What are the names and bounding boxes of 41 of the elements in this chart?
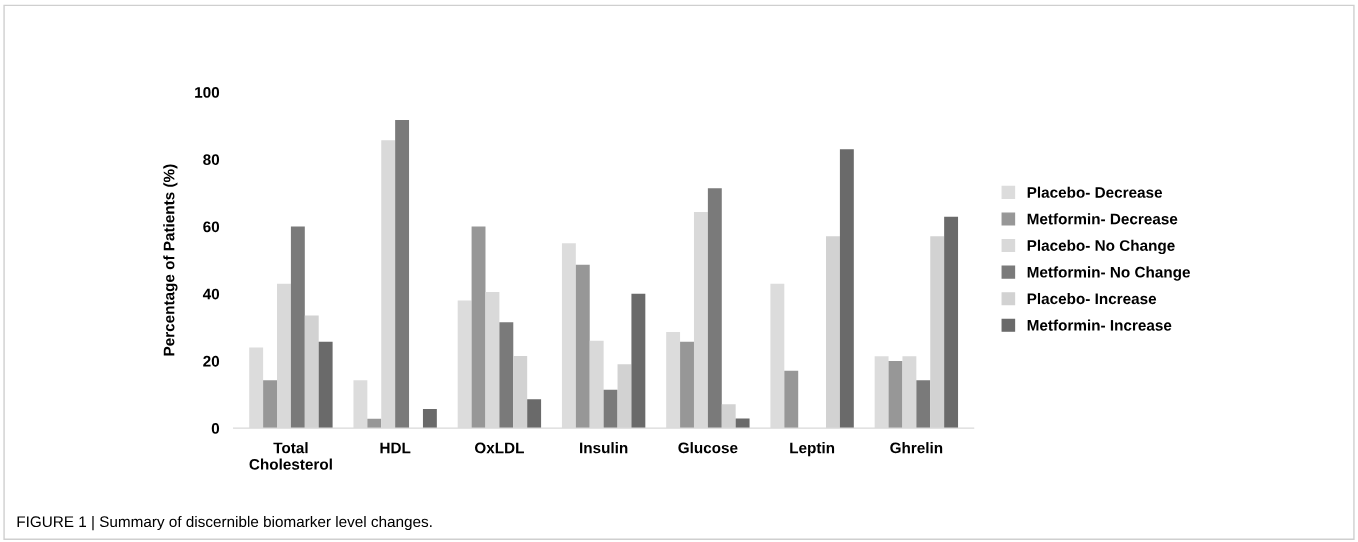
legend-label: Metformin- Decrease [1027, 213, 1178, 225]
x-tick-label: Glucose [678, 442, 738, 454]
bar [888, 360, 903, 429]
bar [422, 409, 437, 429]
legend-label: Placebo- No Change [1027, 239, 1175, 255]
y-tick-label: 40 [202, 288, 220, 300]
legend-label: Metformin- No Change [1027, 266, 1190, 281]
y-tick-label: 100 [195, 87, 220, 98]
bar [499, 322, 514, 429]
bar [839, 149, 854, 429]
y-tick-label: 20 [203, 355, 220, 367]
bar [603, 389, 618, 429]
bar [784, 370, 799, 429]
bar [395, 120, 410, 429]
x-tick-label: Ghrelin [890, 442, 943, 454]
bar [916, 380, 931, 429]
bar [471, 226, 486, 429]
bar [575, 264, 590, 429]
bar [290, 226, 305, 429]
bar [318, 341, 333, 429]
legend-label: Placebo- Decrease [1027, 186, 1163, 198]
y-axis-title: Percentage of Patients (%) [163, 164, 178, 356]
bar [735, 418, 750, 429]
bar [367, 418, 382, 429]
x-tick-label: OxLDL [474, 442, 524, 454]
x-tick-label: Insulin [580, 442, 628, 454]
bar [263, 380, 278, 429]
legend-label: Metformin- Increase [1027, 319, 1172, 331]
x-tick-label: Leptin [790, 442, 835, 457]
bar [631, 293, 646, 429]
legend-label: Placebo- Increase [1027, 292, 1157, 305]
bar [527, 399, 542, 429]
bar [707, 188, 722, 429]
y-tick-label: 80 [203, 154, 220, 166]
y-tick-label: 0 [211, 423, 220, 434]
bar [944, 216, 959, 429]
x-tick-label: Total Cholesterol [249, 442, 332, 470]
caption: FIGURE 1 | Summary of discernible biomarker level changes. [17, 515, 432, 531]
x-tick-label: HDL [380, 442, 411, 454]
y-tick-label: 60 [203, 221, 220, 233]
bar [680, 341, 694, 429]
